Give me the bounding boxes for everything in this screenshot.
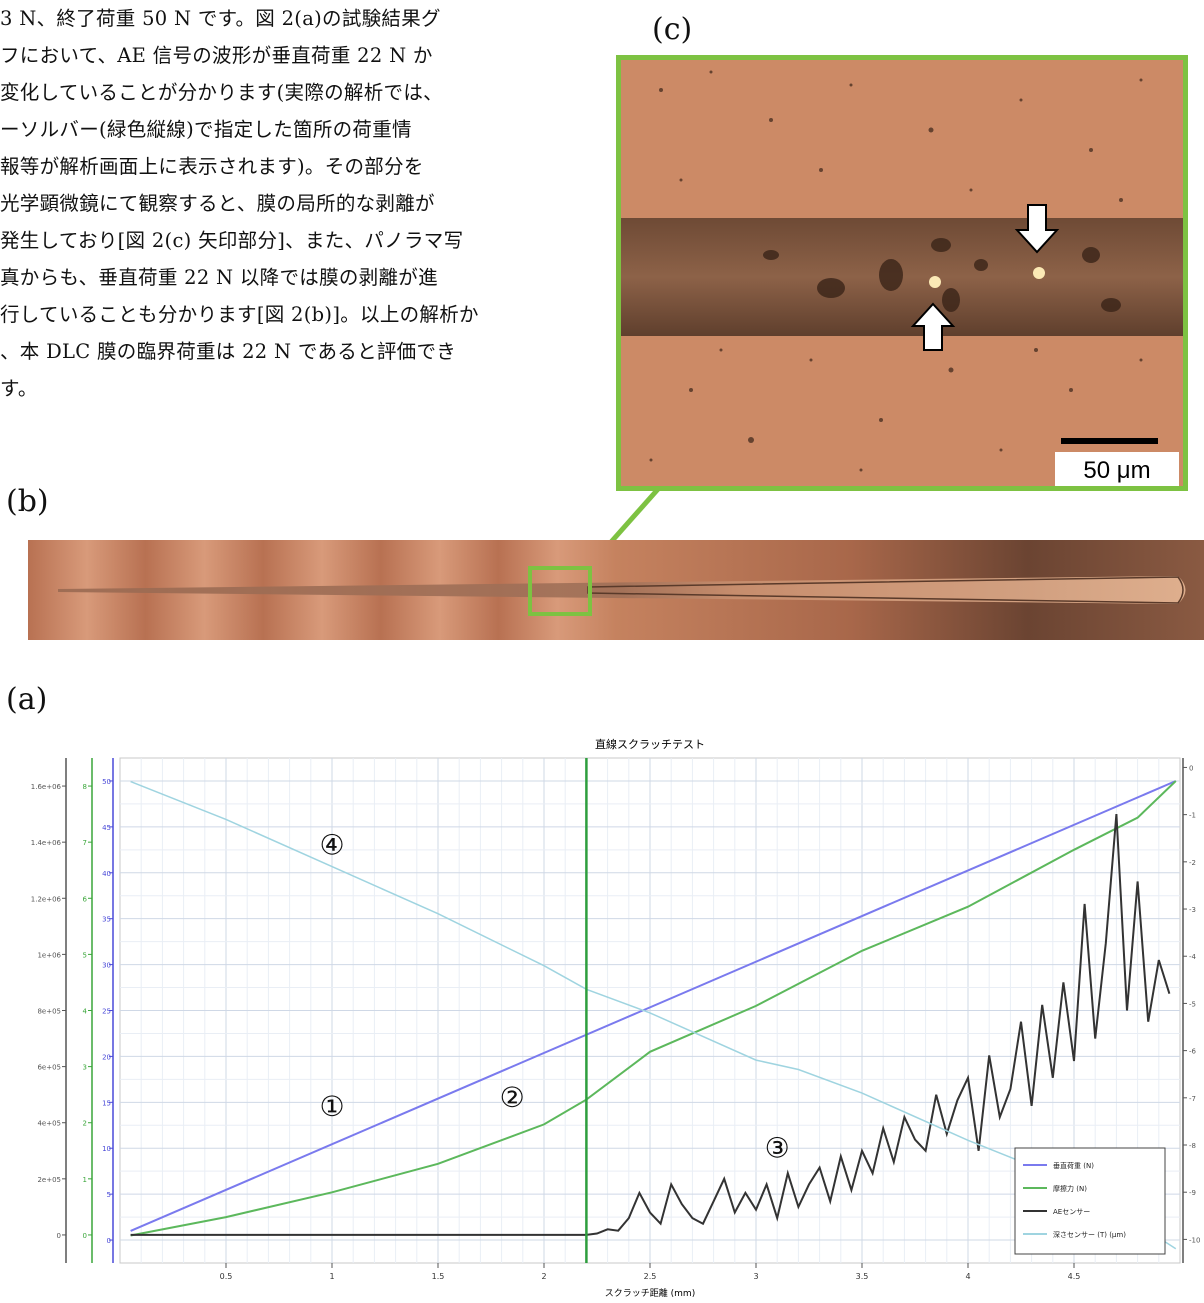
text-line: 発生しており[図 2(c) 矢印部分]、また、パノラマ写 (0, 229, 464, 252)
y-tick-label: 6e+05 (37, 1064, 61, 1072)
legend-entry: 摩擦力 (N) (1053, 1184, 1087, 1193)
axes: 0.5 1 1.5 2 2.5 3 3.5 4 4.5 0 2e+05 4e+05 6e+05 8e+05… (31, 758, 1200, 1281)
y-tick-label: -3 (1189, 906, 1196, 914)
friction-line (130, 780, 1177, 1237)
text-line: フにおいて、AE 信号の波形が垂直荷重 22 N か (0, 44, 433, 67)
series-marker-label: ③ (765, 1131, 790, 1164)
y-tick-label: -9 (1189, 1189, 1196, 1197)
series-marker-label: ④ (319, 828, 344, 861)
y-tick-label: 35 (102, 916, 111, 924)
x-tick-label: 0.5 (220, 1272, 233, 1281)
y-tick-label: -1 (1189, 812, 1196, 820)
y-tick-label: 30 (102, 962, 111, 970)
y-tick-label: -8 (1189, 1142, 1196, 1150)
y-tick-label: 6 (83, 895, 88, 903)
y-tick-label: 0 (1189, 764, 1193, 772)
y-tick-label: 8e+05 (37, 1008, 61, 1016)
body-text: 3 N、終了荷重 50 N です。図 2(a)の試験結果グ フにおいて、AE 信… (0, 0, 590, 407)
y-tick-label: 20 (102, 1053, 111, 1061)
y-tick-label: -5 (1189, 1000, 1196, 1008)
y-tick-label: -4 (1189, 953, 1197, 961)
x-tick-label: 2 (541, 1272, 546, 1281)
panel-label-a: (a) (6, 682, 48, 717)
series-marker-label: ② (500, 1081, 525, 1114)
y-tick-label: 1.4e+06 (31, 839, 62, 847)
y-tick-label: 2e+05 (37, 1176, 61, 1184)
legend-entry: 深さセンサー (T) (μm) (1053, 1230, 1126, 1239)
series-markers: ① ② ③ ④ (319, 828, 789, 1164)
x-tick-label: 2.5 (644, 1272, 657, 1281)
y-tick-label: 1e+06 (37, 951, 61, 959)
normal-load-line (130, 780, 1177, 1232)
y-tick-label: 25 (102, 1008, 111, 1016)
chart-title: 直線スクラッチテスト (595, 737, 705, 751)
series-marker-label: ① (319, 1090, 344, 1123)
y-tick-label: 0 (107, 1237, 111, 1245)
scale-bar (1061, 438, 1158, 444)
scratch-chart: 0.5 1 1.5 2 2.5 3 3.5 4 4.5 0 2e+05 4e+05 6e+05 8e+05… (0, 728, 1204, 1299)
text-line: 真からも、垂直荷重 22 N 以降では膜の剥離が進 (0, 266, 438, 289)
arrow-down-icon (1014, 204, 1060, 254)
x-axis-label: スクラッチ距離 (mm) (605, 1287, 695, 1299)
x-tick-label: 4.5 (1068, 1272, 1081, 1281)
y-tick-label: 1.2e+06 (31, 895, 62, 903)
chart-svg: 0.5 1 1.5 2 2.5 3 3.5 4 4.5 0 2e+05 4e+05 6e+05 8e+05… (31, 737, 1201, 1299)
x-tick-label: 3.5 (856, 1272, 869, 1281)
y-tick-label: 2 (83, 1120, 87, 1128)
grid (120, 758, 1180, 1263)
y-tick-label: 7 (83, 839, 87, 847)
text-line: 3 N、終了荷重 50 N です。図 2(a)の試験結果グ (0, 7, 441, 30)
legend-entry: AEセンサー (1053, 1208, 1090, 1216)
y-tick-label: 0 (57, 1232, 61, 1240)
panel-label-b: (b) (6, 484, 49, 519)
y-tick-label: 0 (83, 1232, 87, 1240)
y-tick-label: 50 (102, 778, 111, 786)
y-tick-label: -10 (1189, 1236, 1200, 1244)
ae-line (130, 814, 1171, 1236)
panorama-strip (28, 540, 1204, 640)
y-tick-label: -2 (1189, 859, 1196, 867)
x-tick-label: 1.5 (432, 1272, 445, 1281)
x-tick-label: 3 (753, 1272, 758, 1281)
scale-label-box (1055, 452, 1179, 486)
y-tick-label: 3 (83, 1064, 87, 1072)
text-line: 行していることも分かります[図 2(b)]。以上の解析か (0, 303, 479, 326)
y-tick-label: 4e+05 (37, 1120, 61, 1128)
y-tick-label: 1.6e+06 (31, 783, 62, 791)
text-line: す。 (0, 377, 38, 400)
x-tick-label: 1 (329, 1272, 334, 1281)
y-tick-label: 5 (83, 951, 87, 959)
y-tick-label: -7 (1189, 1095, 1196, 1103)
text-line: 報等が解析画面上に表示されます)。その部分を (0, 155, 424, 178)
text-line: 、本 DLC 膜の臨界荷重は 22 N であると評価でき (0, 340, 457, 363)
y-tick-label: -6 (1189, 1048, 1197, 1056)
scale-bar-label: 50 μm (1083, 457, 1150, 484)
arrow-up-icon (910, 302, 956, 351)
text-line: ーソルバー(緑色縦線)で指定した箇所の荷重情 (0, 118, 412, 141)
y-tick-label: 5 (107, 1191, 111, 1199)
y-tick-label: 40 (102, 870, 111, 878)
x-tick-label: 4 (965, 1272, 970, 1281)
y-tick-label: 1 (83, 1176, 87, 1184)
y-tick-label: 45 (102, 824, 111, 832)
y-tick-label: 4 (83, 1008, 88, 1016)
legend-entry: 垂直荷重 (N) (1053, 1161, 1094, 1170)
series-lines (130, 780, 1177, 1250)
zoom-box (528, 566, 592, 616)
panel-label-c: (c) (652, 12, 693, 47)
panorama-image (28, 540, 1204, 640)
micrograph-panel: 50 μm (616, 55, 1188, 491)
y-tick-label: 10 (102, 1145, 111, 1153)
text-line: 変化していることが分かります(実際の解析では、 (0, 81, 443, 104)
text-line: 光学顕微鏡にて観察すると、膜の局所的な剥離が (0, 192, 435, 215)
y-tick-label: 15 (102, 1099, 111, 1107)
micrograph-image: 50 μm (621, 60, 1183, 486)
depth-line (130, 780, 1177, 1250)
y-tick-label: 8 (83, 783, 87, 791)
